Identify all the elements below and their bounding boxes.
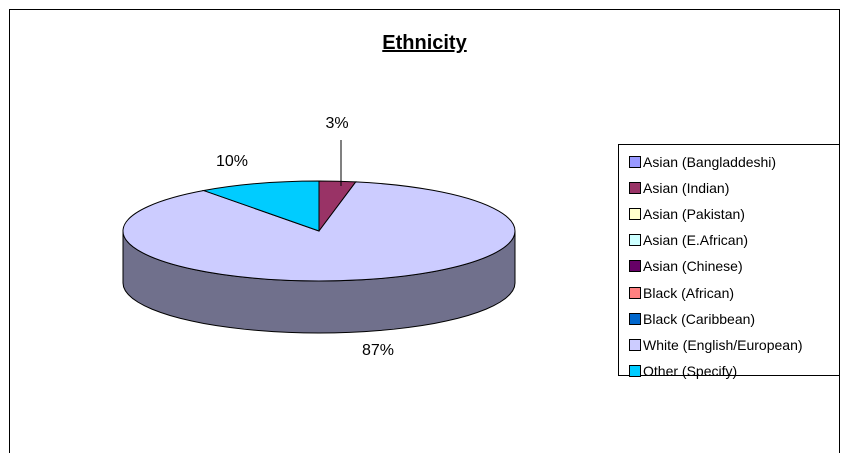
data-label: 10% — [216, 153, 248, 170]
legend-item: Asian (Chinese) — [629, 253, 839, 279]
legend-swatch — [629, 234, 641, 247]
legend-swatch — [629, 260, 641, 273]
legend-item: Asian (Indian) — [629, 175, 839, 201]
legend-swatch — [629, 338, 641, 351]
legend-item: Asian (Bangladdeshi) — [629, 149, 839, 175]
legend-label: Other (Specify) — [643, 362, 738, 379]
legend-label: Black (Caribbean) — [643, 310, 756, 327]
legend-label: Asian (Indian) — [643, 180, 730, 197]
chart-title: Ethnicity — [382, 32, 467, 54]
data-label: 87% — [362, 342, 394, 359]
data-label: 3% — [325, 115, 348, 132]
legend-item: Black (Caribbean) — [629, 306, 839, 332]
legend-swatch — [629, 286, 641, 299]
legend-label: Asian (Bangladdeshi) — [643, 154, 777, 171]
chart-legend: Asian (Bangladdeshi) Asian (Indian) Asian … — [618, 144, 840, 379]
legend-item: Asian (Pakistan) — [629, 201, 839, 227]
legend-label: Asian (Chinese) — [643, 258, 743, 275]
legend-label: Black (African) — [643, 284, 735, 301]
legend-swatch — [629, 312, 641, 325]
legend-swatch — [629, 156, 641, 169]
legend-swatch — [629, 208, 641, 221]
legend-item: White (English/European) — [629, 332, 839, 358]
legend-item: Other (Specify) — [629, 358, 839, 384]
legend-swatch — [629, 364, 641, 377]
legend-item: Asian (E.African) — [629, 227, 839, 253]
legend-label: Asian (Pakistan) — [643, 206, 745, 223]
legend-label: White (English/European) — [643, 336, 803, 353]
pie-slice — [201, 180, 320, 232]
legend-label: Asian (E.African) — [643, 232, 749, 249]
legend-swatch — [629, 182, 641, 195]
legend-item: Black (African) — [629, 279, 839, 305]
